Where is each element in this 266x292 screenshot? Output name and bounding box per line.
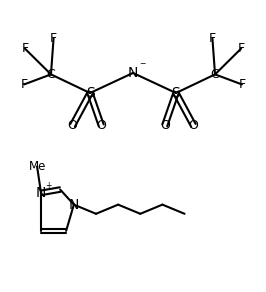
Text: O: O xyxy=(96,119,106,132)
Text: N: N xyxy=(69,198,79,212)
Text: $^{-}$: $^{-}$ xyxy=(139,62,147,72)
Text: N: N xyxy=(128,66,138,80)
Text: C: C xyxy=(211,68,219,81)
Text: S: S xyxy=(86,86,94,100)
Text: O: O xyxy=(160,119,170,132)
Text: S: S xyxy=(172,86,180,100)
Text: F: F xyxy=(238,78,246,91)
Text: N: N xyxy=(36,186,46,200)
Text: Me: Me xyxy=(28,160,46,173)
Text: F: F xyxy=(50,32,57,45)
Text: F: F xyxy=(209,32,216,45)
Text: C: C xyxy=(47,68,55,81)
Text: O: O xyxy=(189,119,198,132)
Text: $^{+}$: $^{+}$ xyxy=(45,181,53,191)
Text: O: O xyxy=(68,119,77,132)
Text: F: F xyxy=(21,42,28,55)
Text: F: F xyxy=(20,78,28,91)
Text: F: F xyxy=(238,42,245,55)
